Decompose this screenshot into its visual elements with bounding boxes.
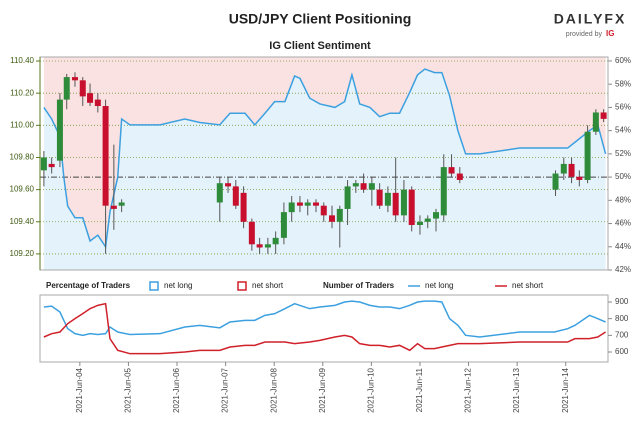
legend-title: Number of Traders xyxy=(323,281,395,290)
candle-body xyxy=(560,163,567,174)
candle-body xyxy=(288,202,295,213)
x-tick-label: 2021-Jun-14 xyxy=(561,367,570,412)
candle-body xyxy=(40,157,47,171)
candle-body xyxy=(344,186,351,209)
legend-label: net long xyxy=(425,281,453,290)
candle-body xyxy=(248,221,255,245)
series-line xyxy=(43,300,606,338)
candle-body xyxy=(360,183,367,190)
candle-body xyxy=(216,183,223,203)
candle-body xyxy=(56,99,63,161)
candle-body xyxy=(456,173,463,180)
candle-body xyxy=(110,205,117,209)
candle-body xyxy=(264,244,271,248)
y-tick-label: 109.80 xyxy=(10,153,35,162)
candle-body xyxy=(384,192,391,206)
legend-swatch xyxy=(237,281,247,291)
y2-tick-label: 54% xyxy=(615,126,631,135)
candle-body xyxy=(63,77,70,100)
chart-title: USD/JPY Client Positioning xyxy=(229,11,412,27)
candle-body xyxy=(256,244,263,248)
candle-body xyxy=(336,208,343,222)
y2-tick-label: 60% xyxy=(615,56,631,65)
y2-tick-label: 56% xyxy=(615,103,631,112)
candle-body xyxy=(87,93,94,103)
legend-title: Percentage of Traders xyxy=(46,281,131,290)
y2-tick-label: 900 xyxy=(615,297,629,306)
brand-logo: DAILYFX xyxy=(554,11,627,27)
y-tick-label: 110.20 xyxy=(10,88,34,97)
chart-subtitle: IG Client Sentiment xyxy=(269,40,371,52)
candle-body xyxy=(240,192,247,222)
candle-body xyxy=(225,183,232,187)
y-tick-label: 109.40 xyxy=(10,217,35,226)
candle-body xyxy=(304,202,311,206)
candle-body xyxy=(94,99,101,107)
y2-tick-label: 58% xyxy=(615,79,631,88)
brand-ig: IG xyxy=(606,29,614,38)
candle-body xyxy=(329,215,336,222)
candle-body xyxy=(400,189,407,216)
y2-tick-label: 48% xyxy=(615,195,631,204)
y2-tick-label: 50% xyxy=(615,172,631,181)
x-tick-label: 2021-Jun-07 xyxy=(221,367,230,412)
candle-body xyxy=(48,163,55,168)
x-tick-label: 2021-Jun-04 xyxy=(75,367,84,412)
candle-body xyxy=(296,202,303,206)
x-tick-label: 2021-Jun-13 xyxy=(512,367,521,412)
candle-body xyxy=(432,212,439,219)
candle-body xyxy=(392,192,399,216)
candle-body xyxy=(280,212,287,238)
y2-tick-label: 700 xyxy=(615,330,629,339)
candle-body xyxy=(352,183,359,187)
net-short-area xyxy=(43,57,606,247)
x-tick-label: 2021-Jun-05 xyxy=(124,367,133,412)
y-tick-label: 109.20 xyxy=(10,249,35,258)
candle-body xyxy=(592,112,599,132)
candle-body xyxy=(118,202,125,206)
candle-body xyxy=(568,163,575,177)
candle-body xyxy=(416,221,423,225)
x-tick-label: 2021-Jun-08 xyxy=(269,367,278,412)
y2-tick-label: 52% xyxy=(615,149,631,158)
y2-tick-label: 44% xyxy=(615,242,631,251)
candle-body xyxy=(440,167,447,216)
net-long-line xyxy=(43,68,607,249)
y2-tick-label: 46% xyxy=(615,219,631,228)
y2-tick-label: 800 xyxy=(615,314,629,323)
legend-label: net short xyxy=(512,281,544,290)
candle-body xyxy=(584,131,591,180)
candle-body xyxy=(312,202,319,206)
candle-body xyxy=(232,186,239,206)
y-tick-label: 109.60 xyxy=(10,185,35,194)
brand-provided: provided by xyxy=(566,31,603,38)
legend-label: net long xyxy=(164,281,192,290)
candle-body xyxy=(102,106,109,206)
legend-swatch xyxy=(149,281,159,291)
candle-body xyxy=(408,189,415,225)
candle-body xyxy=(600,112,607,119)
y-tick-label: 110.00 xyxy=(10,120,34,129)
x-tick-label: 2021-Jun-12 xyxy=(464,367,473,412)
y-tick-label: 110.40 xyxy=(10,56,34,65)
candle-body xyxy=(576,176,583,180)
candle-body xyxy=(424,218,431,222)
candle-body xyxy=(272,237,279,245)
candle-body xyxy=(320,205,327,216)
x-tick-label: 2021-Jun-06 xyxy=(172,367,181,412)
legend-label: net short xyxy=(252,281,284,290)
y2-tick-label: 600 xyxy=(615,347,629,356)
candle-body xyxy=(552,173,559,190)
series-line xyxy=(43,302,606,355)
candle-body xyxy=(448,167,455,174)
x-tick-label: 2021-Jun-10 xyxy=(366,367,375,412)
candle-body xyxy=(71,77,78,81)
candle-body xyxy=(368,183,375,190)
y2-tick-label: 42% xyxy=(615,265,631,274)
x-tick-label: 2021-Jun-09 xyxy=(318,367,327,412)
candle-body xyxy=(79,80,86,97)
candle-body xyxy=(376,189,383,206)
x-tick-label: 2021-Jun-11 xyxy=(415,367,424,412)
